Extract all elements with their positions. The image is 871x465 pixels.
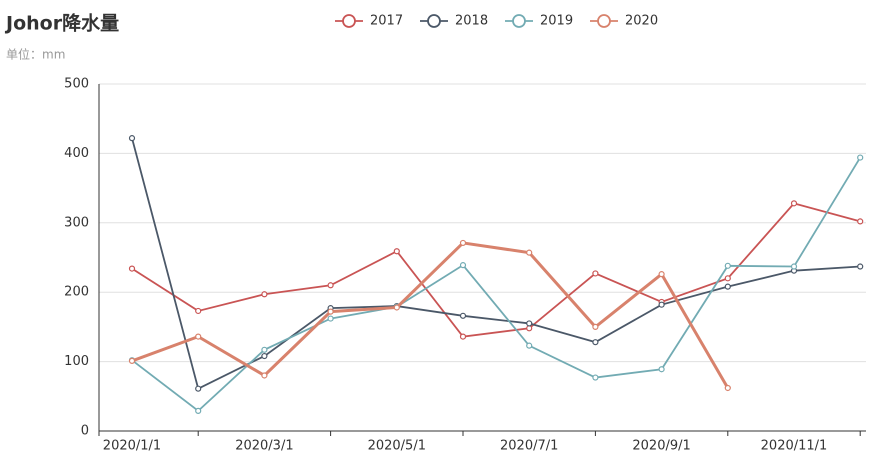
data-point <box>327 282 334 289</box>
legend-icon <box>342 14 356 28</box>
data-point <box>526 320 533 327</box>
data-point <box>261 372 268 379</box>
data-point <box>195 333 202 340</box>
data-point <box>459 312 467 319</box>
x-tick-label: 2020/11/1 <box>761 439 828 454</box>
chart-subtitle: 单位：mm <box>6 47 65 62</box>
data-point <box>857 154 864 161</box>
legend-icon <box>427 14 441 28</box>
data-point <box>724 275 731 282</box>
data-point <box>459 333 467 340</box>
data-point <box>592 374 599 381</box>
data-point <box>327 315 334 322</box>
y-tick-label: 0 <box>81 424 89 439</box>
data-point <box>526 325 533 332</box>
legend-icon <box>512 14 526 28</box>
data-point <box>128 265 136 272</box>
data-point <box>393 304 400 311</box>
x-tick-label: 2020/1/1 <box>103 439 161 454</box>
data-point <box>195 307 202 315</box>
data-point <box>658 301 665 308</box>
chart-title: Johor降水量 <box>4 12 119 35</box>
data-point <box>261 346 268 353</box>
y-tick-label: 300 <box>64 215 89 230</box>
data-point <box>261 291 268 298</box>
x-tick-label: 2020/9/1 <box>632 439 690 454</box>
data-point <box>261 352 268 360</box>
series-line <box>131 241 730 389</box>
x-tick-label: 2020/5/1 <box>368 439 426 454</box>
data-point <box>128 357 136 365</box>
legend-icon <box>597 14 611 28</box>
legend-label: 2017 <box>370 14 403 29</box>
data-point <box>526 249 533 256</box>
data-point <box>724 384 731 392</box>
data-point <box>790 263 798 270</box>
legend-label: 2020 <box>625 14 658 29</box>
data-point <box>857 218 864 225</box>
y-tick-label: 100 <box>64 354 89 369</box>
data-point <box>592 323 599 330</box>
y-tick-label: 400 <box>64 146 89 161</box>
data-point <box>724 262 731 269</box>
data-point <box>592 339 599 346</box>
legend-label: 2019 <box>540 14 573 29</box>
legend-label: 2018 <box>455 14 488 29</box>
series-line <box>131 202 861 338</box>
data-point <box>658 271 665 278</box>
data-point <box>327 308 334 315</box>
y-tick-label: 200 <box>64 285 89 300</box>
data-point <box>195 407 202 414</box>
y-tick-label: 500 <box>64 77 89 92</box>
data-point <box>724 283 731 290</box>
data-point <box>459 262 467 269</box>
data-point <box>459 239 467 247</box>
data-point <box>393 248 400 255</box>
data-point <box>592 270 599 277</box>
x-tick-label: 2020/3/1 <box>235 439 293 454</box>
data-point <box>195 385 202 392</box>
data-point <box>857 263 864 270</box>
series-line <box>131 137 861 390</box>
x-tick-label: 2020/7/1 <box>500 439 558 454</box>
data-point <box>526 342 533 349</box>
data-point <box>658 366 665 373</box>
series-line <box>131 157 861 413</box>
data-point <box>790 200 798 207</box>
data-point <box>128 135 136 142</box>
